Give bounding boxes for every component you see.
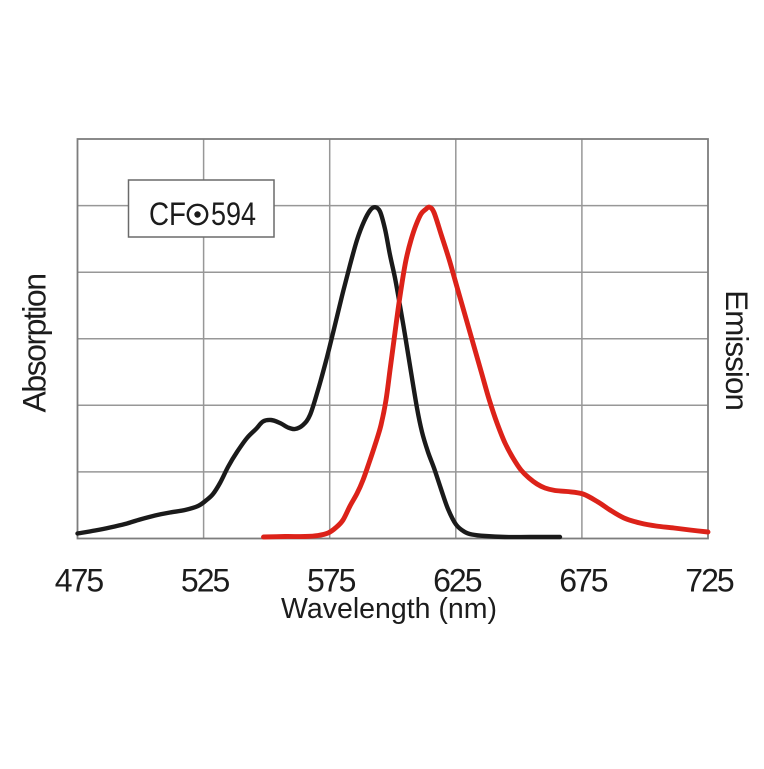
svg-text:CF: CF bbox=[149, 196, 186, 232]
svg-text:575: 575 bbox=[307, 563, 356, 599]
svg-text:594: 594 bbox=[211, 196, 256, 232]
svg-text:525: 525 bbox=[181, 563, 230, 599]
svg-text:675: 675 bbox=[559, 563, 608, 599]
svg-text:475: 475 bbox=[55, 563, 104, 599]
svg-text:Emission: Emission bbox=[719, 290, 755, 410]
svg-text:725: 725 bbox=[685, 563, 734, 599]
svg-text:Absorption: Absorption bbox=[17, 275, 53, 413]
svg-text:Wavelength (nm): Wavelength (nm) bbox=[281, 593, 497, 625]
svg-text:625: 625 bbox=[433, 563, 482, 599]
